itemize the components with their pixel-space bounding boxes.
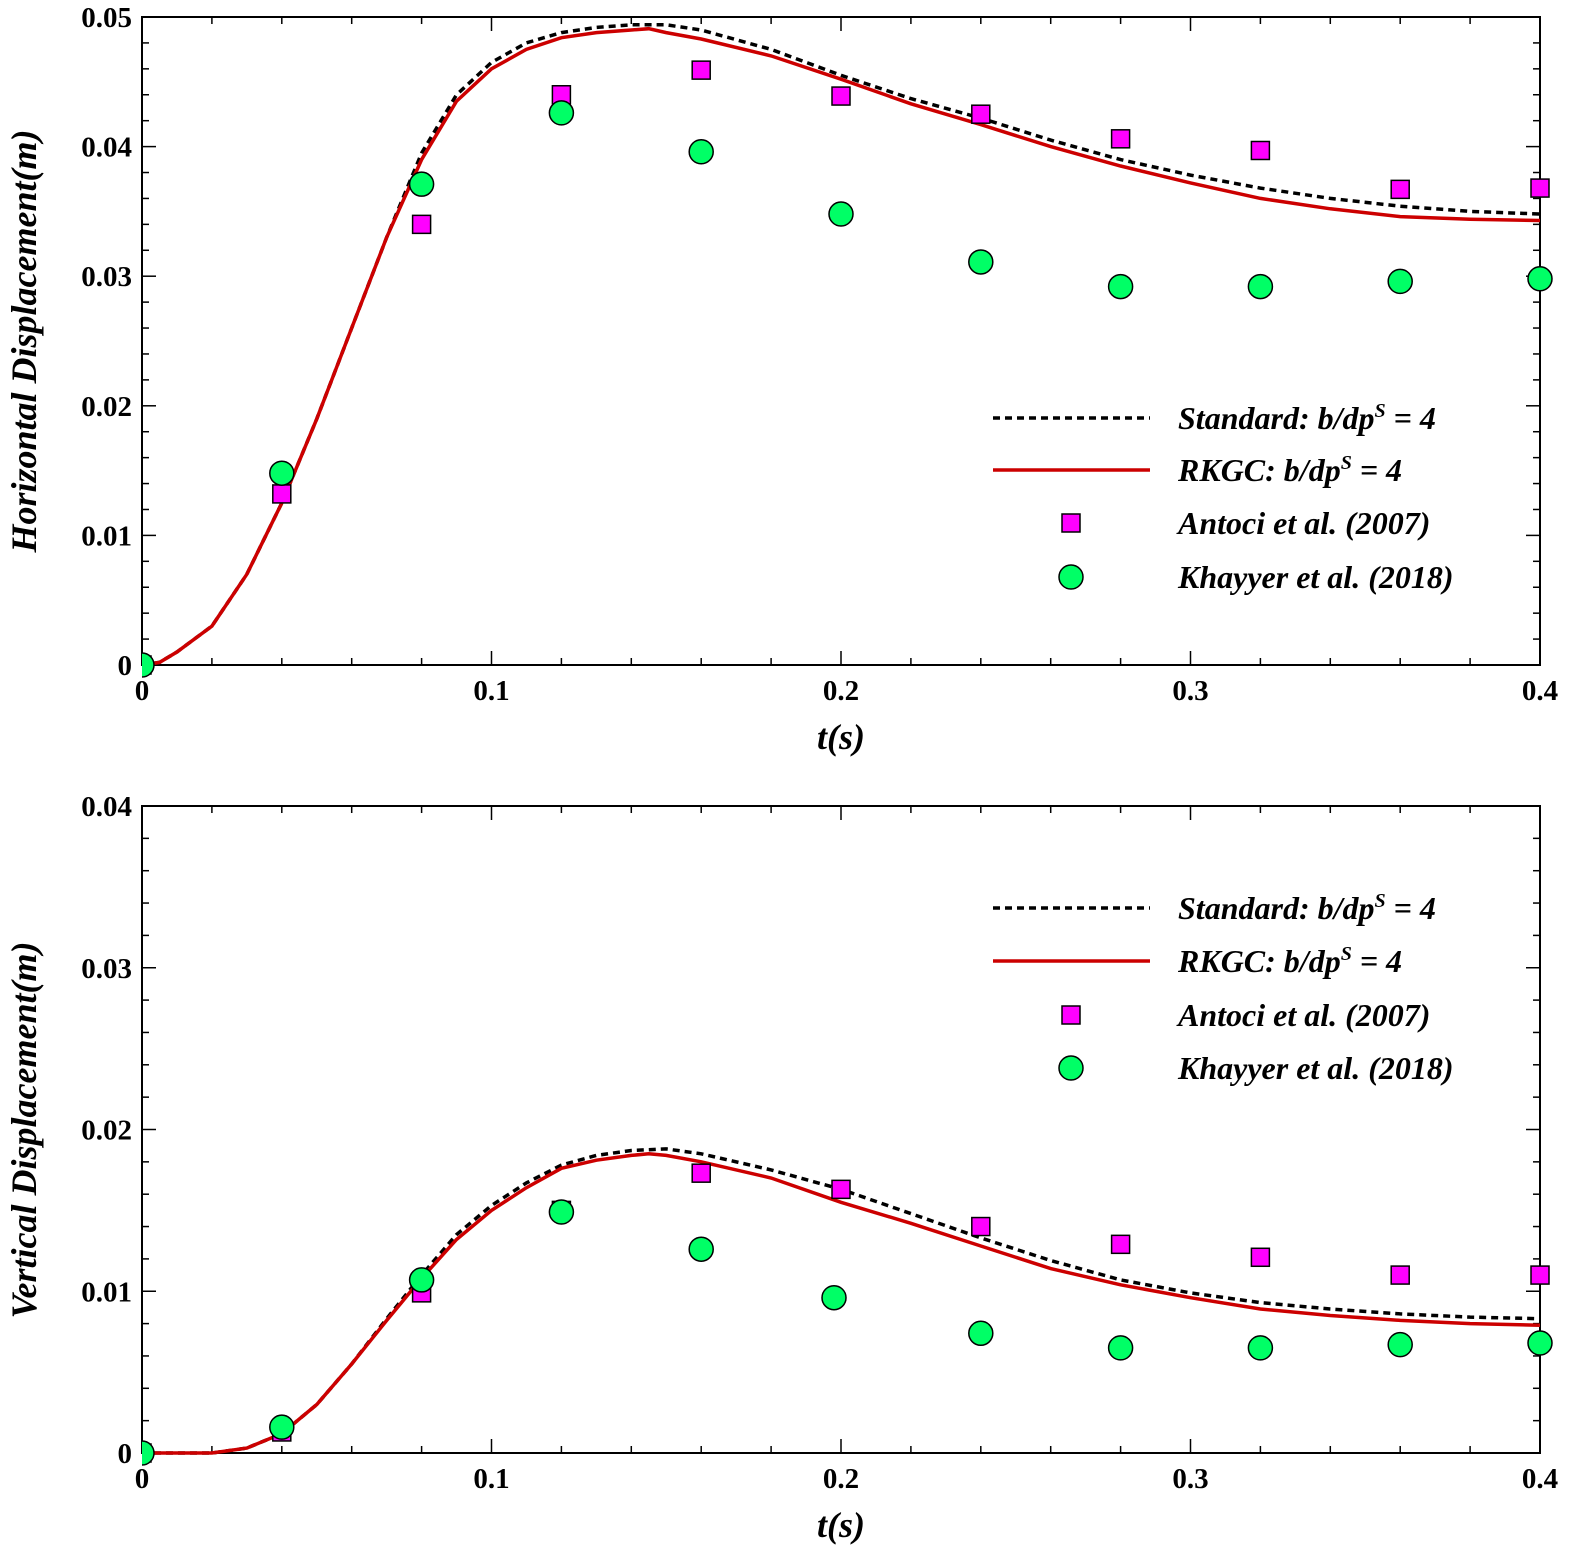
legend-label-main: Antoci et al. (2007) bbox=[1176, 997, 1430, 1033]
legend-label: Khayyer et al. (2018) bbox=[1177, 1050, 1454, 1086]
x-tick-label: 0.3 bbox=[1172, 675, 1208, 707]
y-tick-label: 0.04 bbox=[81, 132, 132, 164]
antoci-marker bbox=[831, 1179, 851, 1200]
legend-circle-swatch bbox=[1058, 1055, 1084, 1081]
x-axis-title: t(s) bbox=[817, 717, 865, 757]
antoci-marker bbox=[1250, 1247, 1271, 1268]
x-tick-label: 0.4 bbox=[1522, 1463, 1558, 1495]
antoci-marker bbox=[691, 1163, 711, 1183]
khayyer-marker bbox=[1247, 1335, 1274, 1361]
y-tick-label: 0.03 bbox=[81, 261, 132, 293]
legend-label-superscript: S bbox=[1341, 452, 1352, 474]
khayyer-marker bbox=[688, 139, 714, 165]
khayyer-marker bbox=[1527, 1330, 1553, 1356]
antoci-marker bbox=[1530, 178, 1550, 198]
legend-circle-swatch bbox=[1058, 564, 1084, 590]
khayyer-marker bbox=[688, 1236, 714, 1262]
y-tick-label: 0.03 bbox=[81, 953, 132, 985]
legend-label-superscript: S bbox=[1374, 890, 1385, 912]
y-tick-label: 0.01 bbox=[81, 1276, 132, 1308]
khayyer-marker bbox=[828, 201, 854, 227]
legend-label-superscript: S bbox=[1374, 400, 1385, 422]
legend-label-main: RKGC: b/dp bbox=[1177, 452, 1341, 488]
antoci-marker bbox=[1390, 179, 1410, 200]
antoci-marker bbox=[971, 104, 991, 124]
legend-label: RKGC: b/dpS = 4 bbox=[1177, 943, 1402, 979]
plot-area bbox=[142, 23, 1553, 678]
antoci-marker bbox=[831, 86, 851, 106]
y-tick-label: 0.02 bbox=[81, 1115, 132, 1147]
y-tick-label: 0.01 bbox=[81, 520, 132, 552]
x-tick-label: 0.2 bbox=[823, 1463, 859, 1495]
antoci-marker bbox=[1110, 1234, 1131, 1255]
khayyer-marker bbox=[1387, 268, 1413, 295]
series-rkgc-b-dp-line bbox=[142, 1152, 1541, 1455]
legend-label-main: Antoci et al. (2007) bbox=[1176, 505, 1430, 541]
khayyer-marker bbox=[968, 1320, 994, 1347]
khayyer-marker bbox=[408, 1267, 435, 1293]
legend-label-main: Khayyer et al. (2018) bbox=[1177, 1050, 1454, 1086]
x-tick-label: 0.3 bbox=[1172, 1463, 1208, 1495]
x-tick-label: 0.1 bbox=[473, 1463, 509, 1495]
khayyer-marker bbox=[1107, 1335, 1134, 1361]
khayyer-marker bbox=[142, 652, 155, 678]
legend-label-tail: = 4 bbox=[1352, 452, 1402, 488]
khayyer-marker bbox=[548, 1199, 575, 1225]
legend-label: Antoci et al. (2007) bbox=[1176, 997, 1430, 1033]
legend-square-swatch bbox=[1061, 513, 1081, 533]
y-axis-title: Horizontal Displacement(m) bbox=[4, 130, 44, 554]
legend-label-main: Khayyer et al. (2018) bbox=[1177, 559, 1454, 595]
y-tick-label: 0.04 bbox=[81, 791, 132, 823]
legend-label-main: Standard: b/dp bbox=[1178, 890, 1374, 926]
legend-label-main: Standard: b/dp bbox=[1178, 400, 1374, 436]
x-tick-label: 0 bbox=[135, 675, 150, 707]
khayyer-marker bbox=[1387, 1331, 1413, 1358]
antoci-marker bbox=[971, 1216, 991, 1237]
y-tick-label: 0 bbox=[118, 650, 133, 682]
antoci-marker bbox=[1390, 1265, 1410, 1285]
x-tick-label: 0.2 bbox=[823, 675, 859, 707]
legend-label: Standard: b/dpS = 4 bbox=[1178, 890, 1436, 926]
x-tick-label: 0.1 bbox=[473, 675, 509, 707]
khayyer-marker bbox=[269, 460, 295, 486]
legend-label-main: RKGC: b/dp bbox=[1177, 943, 1341, 979]
x-axis-title: t(s) bbox=[817, 1505, 865, 1545]
khayyer-marker bbox=[1247, 273, 1274, 300]
khayyer-marker bbox=[142, 1440, 155, 1466]
khayyer-marker bbox=[269, 1414, 295, 1440]
legend-label: RKGC: b/dpS = 4 bbox=[1177, 452, 1402, 488]
horizontal-displacement-chart: 0 0.1 0.2 0.3 0.4 0 0.01 0.02 0.03 0.04 0.05 t(s) Ho… bbox=[4, 2, 1558, 757]
khayyer-marker bbox=[821, 1284, 847, 1311]
legend-square-swatch bbox=[1061, 1005, 1081, 1025]
legend-label-superscript: S bbox=[1341, 943, 1352, 965]
y-tick-label: 0 bbox=[118, 1438, 133, 1470]
khayyer-marker bbox=[968, 249, 994, 275]
antoci-marker bbox=[1110, 129, 1131, 149]
khayyer-marker bbox=[1527, 266, 1553, 292]
legend-label: Standard: b/dpS = 4 bbox=[1178, 400, 1436, 436]
antoci-marker bbox=[691, 60, 711, 80]
x-tick-label: 0.4 bbox=[1522, 675, 1558, 707]
khayyer-marker bbox=[548, 100, 575, 126]
legend-label: Khayyer et al. (2018) bbox=[1177, 559, 1454, 595]
antoci-marker bbox=[272, 484, 292, 504]
y-tick-label: 0.05 bbox=[81, 2, 132, 34]
y-tick-label: 0.02 bbox=[81, 391, 132, 423]
khayyer-marker bbox=[408, 171, 435, 197]
legend-label-tail: = 4 bbox=[1386, 400, 1436, 436]
legend-label-tail: = 4 bbox=[1352, 943, 1402, 979]
legend-label-tail: = 4 bbox=[1386, 890, 1436, 926]
y-axis-title: Vertical Displacement(m) bbox=[4, 942, 44, 1319]
antoci-marker bbox=[1530, 1265, 1550, 1285]
vertical-displacement-chart: 0 0.1 0.2 0.3 0.4 0 0.01 0.02 0.03 0.04 t(s) Vertic… bbox=[4, 791, 1558, 1545]
antoci-marker bbox=[411, 214, 432, 235]
plot-area bbox=[142, 1147, 1553, 1466]
x-tick-label: 0 bbox=[135, 1463, 150, 1495]
legend-label: Antoci et al. (2007) bbox=[1176, 505, 1430, 541]
antoci-marker bbox=[1250, 140, 1271, 161]
khayyer-marker bbox=[1107, 273, 1134, 300]
